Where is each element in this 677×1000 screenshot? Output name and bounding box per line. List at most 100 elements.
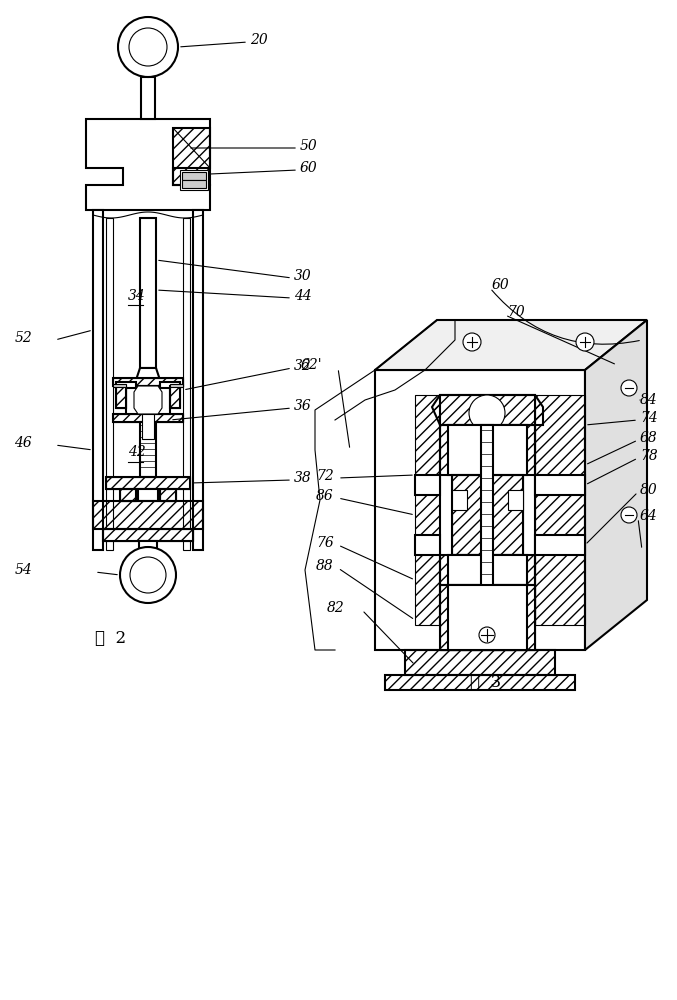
Bar bbox=[141, 77, 155, 119]
Bar bbox=[93, 501, 203, 529]
Bar bbox=[93, 210, 103, 550]
Bar bbox=[120, 489, 136, 501]
Text: 84: 84 bbox=[640, 393, 658, 407]
Text: 36: 36 bbox=[294, 399, 311, 413]
Text: 68: 68 bbox=[640, 431, 658, 445]
Bar bbox=[535, 475, 585, 495]
Bar bbox=[160, 382, 180, 388]
Circle shape bbox=[463, 333, 481, 351]
Polygon shape bbox=[375, 320, 647, 370]
Text: 图  3: 图 3 bbox=[470, 674, 501, 690]
Bar bbox=[113, 378, 183, 386]
Bar bbox=[448, 425, 527, 475]
Bar bbox=[140, 218, 156, 368]
Bar bbox=[452, 475, 523, 555]
Bar bbox=[448, 555, 527, 585]
Text: 60: 60 bbox=[300, 161, 318, 175]
Text: 50: 50 bbox=[300, 139, 318, 153]
Text: 74: 74 bbox=[640, 411, 658, 425]
Bar bbox=[116, 382, 136, 388]
Bar bbox=[113, 384, 126, 387]
Polygon shape bbox=[86, 119, 210, 210]
Bar bbox=[113, 414, 183, 422]
Bar bbox=[113, 378, 183, 386]
Polygon shape bbox=[134, 386, 162, 414]
Text: 30: 30 bbox=[294, 269, 311, 283]
Bar bbox=[440, 395, 535, 625]
Circle shape bbox=[469, 395, 505, 431]
Text: 20: 20 bbox=[250, 33, 267, 47]
Bar bbox=[116, 386, 126, 408]
Text: 86: 86 bbox=[316, 489, 334, 503]
Text: 88: 88 bbox=[316, 559, 334, 573]
Bar bbox=[106, 218, 113, 550]
Bar bbox=[139, 541, 157, 559]
Bar bbox=[440, 425, 535, 475]
Bar bbox=[535, 535, 585, 555]
Circle shape bbox=[479, 627, 495, 643]
Bar bbox=[415, 535, 440, 555]
Text: 38: 38 bbox=[294, 471, 311, 485]
Text: 54: 54 bbox=[14, 563, 32, 577]
Polygon shape bbox=[585, 320, 647, 650]
Circle shape bbox=[118, 17, 178, 77]
Bar bbox=[106, 477, 190, 489]
Bar bbox=[182, 180, 206, 188]
Bar bbox=[182, 172, 206, 180]
Bar bbox=[106, 477, 190, 489]
Bar bbox=[126, 386, 170, 416]
Text: 82: 82 bbox=[327, 601, 345, 615]
Bar bbox=[120, 489, 136, 501]
Circle shape bbox=[576, 333, 594, 351]
Bar bbox=[138, 489, 158, 501]
Bar bbox=[440, 585, 535, 650]
Bar bbox=[103, 529, 193, 541]
Bar bbox=[183, 218, 190, 550]
Text: 60: 60 bbox=[492, 278, 510, 292]
Circle shape bbox=[129, 28, 167, 66]
Circle shape bbox=[621, 507, 637, 523]
Bar bbox=[160, 489, 176, 501]
Bar bbox=[440, 585, 535, 650]
Bar bbox=[170, 386, 180, 408]
Bar bbox=[508, 490, 523, 510]
Text: 42: 42 bbox=[128, 445, 146, 459]
Bar bbox=[160, 489, 176, 501]
Bar bbox=[170, 384, 183, 387]
Circle shape bbox=[621, 380, 637, 396]
Bar bbox=[375, 370, 585, 650]
Bar bbox=[170, 386, 180, 408]
Bar bbox=[405, 650, 555, 675]
Bar bbox=[440, 555, 535, 585]
Bar bbox=[142, 414, 154, 439]
Bar bbox=[140, 422, 156, 477]
Text: 72: 72 bbox=[316, 469, 334, 483]
Polygon shape bbox=[136, 368, 160, 380]
Bar bbox=[415, 475, 440, 495]
Bar bbox=[116, 386, 126, 408]
Text: 62': 62' bbox=[301, 358, 322, 372]
Bar bbox=[113, 414, 183, 422]
Bar bbox=[103, 529, 193, 541]
Bar bbox=[193, 210, 203, 550]
Text: 70: 70 bbox=[507, 305, 525, 319]
Bar bbox=[481, 425, 493, 625]
Text: 76: 76 bbox=[316, 536, 334, 550]
Text: 图  2: 图 2 bbox=[95, 630, 126, 647]
Text: 34: 34 bbox=[128, 289, 146, 303]
Circle shape bbox=[130, 557, 166, 593]
Text: 80: 80 bbox=[640, 483, 658, 497]
Text: 64: 64 bbox=[640, 509, 658, 523]
Bar bbox=[452, 490, 467, 510]
Bar bbox=[448, 585, 527, 650]
Text: 46: 46 bbox=[14, 436, 32, 450]
Bar bbox=[385, 675, 575, 690]
Circle shape bbox=[120, 547, 176, 603]
Text: 78: 78 bbox=[640, 449, 658, 463]
Text: 44: 44 bbox=[294, 289, 311, 303]
Bar bbox=[452, 475, 523, 555]
Text: 32: 32 bbox=[294, 359, 311, 373]
Bar bbox=[180, 170, 208, 190]
Bar bbox=[415, 395, 440, 625]
Bar bbox=[535, 395, 585, 625]
